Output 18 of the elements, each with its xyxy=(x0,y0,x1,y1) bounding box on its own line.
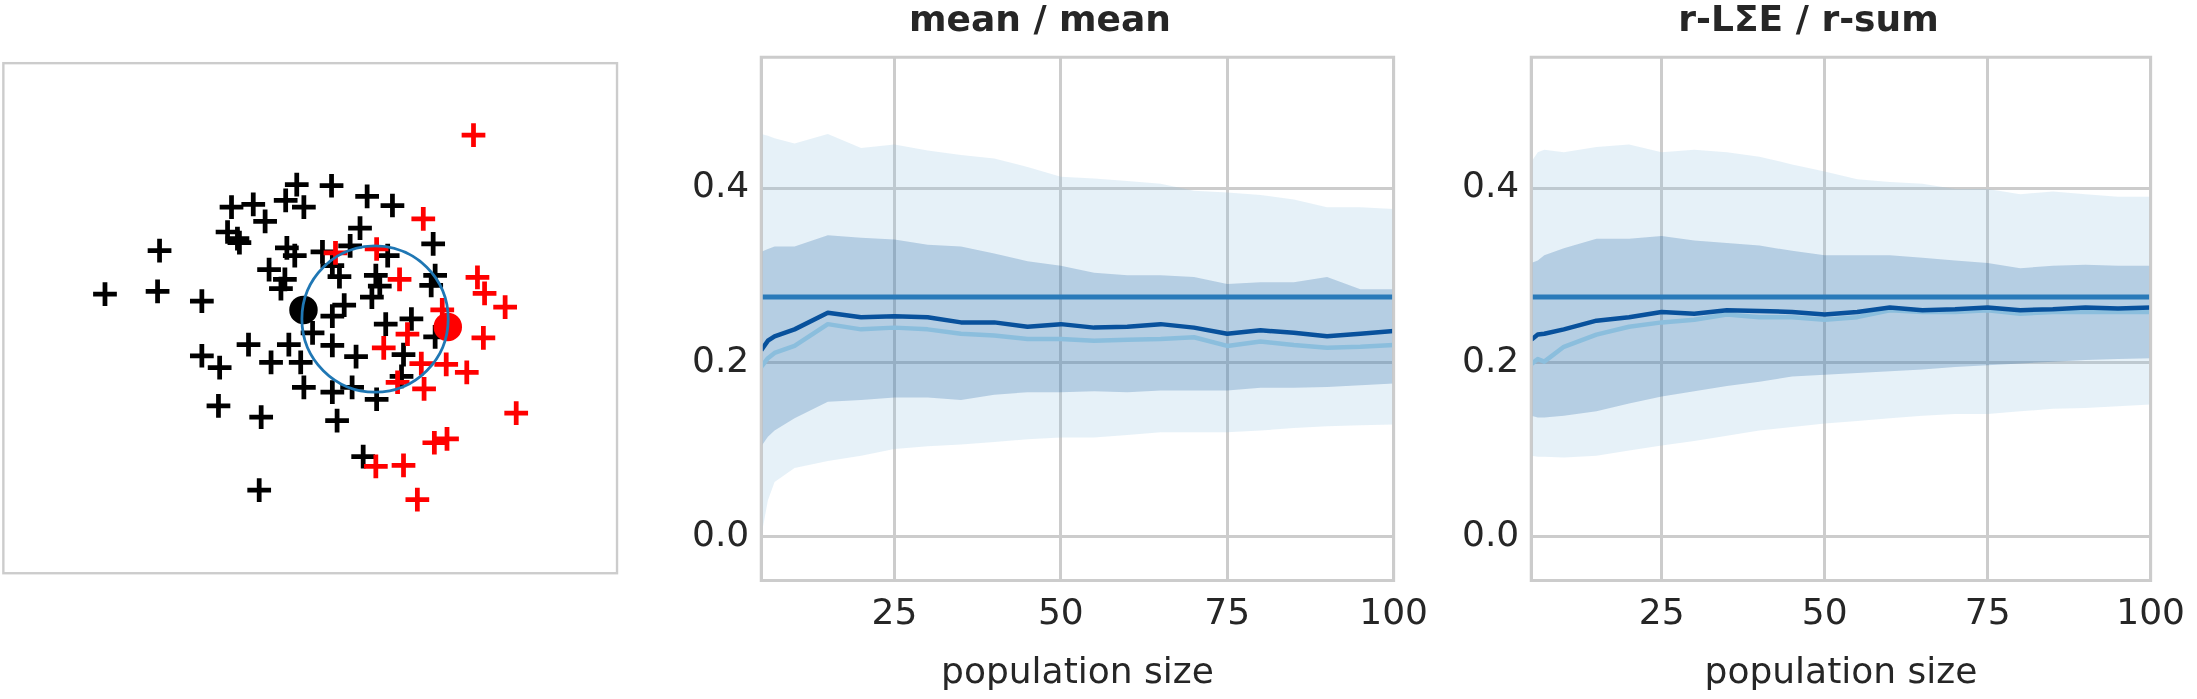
x-tick-label: 100 xyxy=(1359,590,1428,632)
y-tick-label: 0.2 xyxy=(1461,338,1520,380)
y-tick-label: 0.0 xyxy=(1461,513,1520,555)
y-tick-label: 0.4 xyxy=(1461,164,1520,206)
x-tick-label: 50 xyxy=(1037,590,1084,632)
y-tick-label: 0.2 xyxy=(691,338,750,380)
x-tick-label: 25 xyxy=(1638,590,1685,632)
x-tick-label: 75 xyxy=(1204,590,1251,632)
y-tick-label: 0.0 xyxy=(691,513,750,555)
x-tick-label: 75 xyxy=(1964,590,2011,632)
x-tick-label: 25 xyxy=(871,590,918,632)
chart-title: r-LΣE / r-sum xyxy=(1678,0,1939,39)
x-axis-title: population size xyxy=(941,649,1214,691)
x-tick-label: 100 xyxy=(2116,590,2185,632)
chart-title: mean / mean xyxy=(909,0,1171,39)
y-tick-label: 0.4 xyxy=(691,164,750,206)
x-axis-title: population size xyxy=(1704,649,1978,691)
x-tick-label: 50 xyxy=(1801,590,1848,632)
